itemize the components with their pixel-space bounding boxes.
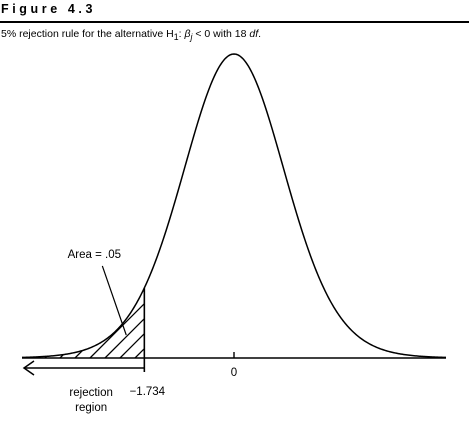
area-annotation: Area = .05 [68,249,121,261]
figure-caption: 5% rejection rule for the alternative H1… [1,27,261,44]
hatch-line [450,283,469,358]
hatch-line [150,283,225,358]
hatch-line [22,287,91,358]
hatch-line [59,287,136,358]
hatch-line [22,287,46,358]
hatch-line [0,283,15,358]
hatch-line [22,287,31,358]
hatch-line [165,283,240,358]
hatch-line [89,287,145,358]
hatch-line [240,283,315,358]
hatch-line [270,283,345,358]
hatch-line [405,283,469,358]
hatch-line [119,287,145,358]
caption-beta: β [184,28,191,40]
hatch-line [44,287,121,358]
hatch-line [330,283,405,358]
hatch-line [225,283,300,358]
hatch-line [285,283,360,358]
rejection-region-label-line2: region [75,402,107,414]
caption-colon: : [178,28,185,40]
hatch-line [345,283,420,358]
caption-subscript: 1 [173,32,179,43]
caption-relation: < 0 with 18 [192,28,250,40]
figure-label: Figure 4.3 [1,2,97,16]
rejection-region-label-line1: rejection [69,387,112,399]
area-pointer-line [101,265,127,336]
density-curve [21,53,447,359]
hatch-line [255,283,330,358]
hatch-line [104,287,145,358]
caption-end: . [258,28,262,40]
hatch-line [210,283,285,358]
hatch-line [22,287,61,358]
hatch-line [180,283,255,358]
rejection-arrow-head [22,360,35,376]
hatch-line [300,283,375,358]
caption-df: df [249,28,259,40]
tick-label-zero: 0 [231,367,237,379]
hatch-line [22,287,76,358]
hatch-line [420,283,469,358]
hatch-line [195,283,270,358]
rejection-hatch [0,283,469,358]
tick-label-critical: −1.734 [130,386,166,398]
hatch-line [360,283,435,358]
figure-rule [0,21,469,23]
hatch-line [375,283,450,358]
caption-j: j [190,32,193,43]
hatch-line [390,283,465,358]
hatch-line [465,283,469,358]
hatch-line [134,287,145,358]
caption-text: 5% rejection rule for the alternative H [1,28,174,40]
hatch-line [435,283,469,358]
